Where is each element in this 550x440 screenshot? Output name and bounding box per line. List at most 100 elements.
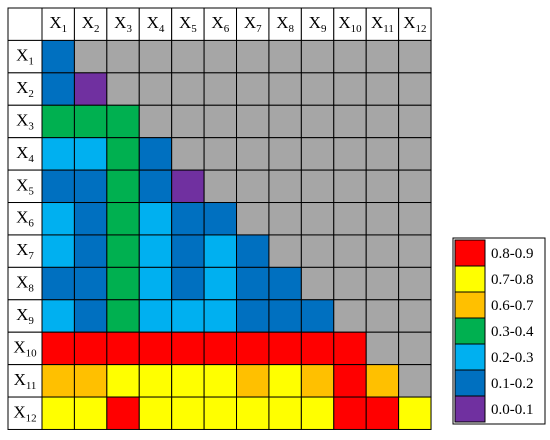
heatmap-cell [73, 299, 108, 333]
legend-label: 0.0-0.1 [491, 402, 534, 418]
heatmap-cell [203, 202, 238, 236]
heatmap-cell-empty [365, 331, 400, 366]
legend-label: 0.6-0.7 [491, 298, 534, 314]
heatmap-cell [333, 364, 367, 398]
row-label: X4 [16, 143, 34, 165]
heatmap-cell-empty [300, 169, 335, 204]
heatmap-cell-empty [300, 39, 335, 74]
heatmap-cell [41, 266, 75, 301]
heatmap-cell-empty [333, 169, 367, 204]
heatmap-cell [203, 364, 238, 398]
heatmap-cell-empty [365, 234, 400, 268]
heatmap-cell-empty [106, 72, 140, 106]
heatmap-cell [106, 234, 140, 268]
legend-label: 0.1-0.2 [491, 376, 534, 392]
corner-cell [7, 7, 43, 41]
heatmap-cell [268, 266, 302, 301]
heatmap-cell-empty [365, 104, 400, 139]
column-label: X4 [147, 13, 165, 35]
heatmap-cell [300, 299, 335, 333]
row-header-cell [7, 299, 43, 333]
heatmap-cell [203, 299, 238, 333]
heatmap-cell [41, 331, 75, 366]
heatmap-cell [365, 396, 400, 430]
heatmap-cell-empty [171, 39, 205, 74]
heatmap-cell-empty [300, 137, 335, 171]
heatmap-cell-empty [398, 331, 432, 366]
heatmap-cell-empty [365, 266, 400, 301]
heatmap-cell [41, 169, 75, 204]
heatmap-cell [106, 396, 140, 430]
heatmap-cell [333, 331, 367, 366]
row-label: X11 [14, 370, 37, 392]
heatmap-cell [236, 396, 270, 430]
heatmap-cell-empty [398, 104, 432, 139]
heatmap-cell-empty [300, 72, 335, 106]
heatmap-cell-empty [365, 202, 400, 236]
row-header-cell [7, 137, 43, 171]
heatmap-cell-empty [365, 39, 400, 74]
row-header-cell [7, 104, 43, 139]
heatmap-cell [268, 331, 302, 366]
row-label: X7 [16, 240, 34, 262]
heatmap-cell-empty [73, 39, 108, 74]
column-header-cell [300, 7, 335, 41]
heatmap-cell-empty [268, 137, 302, 171]
heatmap-cell [203, 331, 238, 366]
heatmap-cell-empty [398, 72, 432, 106]
heatmap-cell-empty [333, 104, 367, 139]
heatmap-cell-empty [398, 202, 432, 236]
legend-label: 0.8-0.9 [491, 246, 534, 262]
column-header-cell [333, 7, 367, 41]
heatmap-cell [171, 364, 205, 398]
heatmap-cell [106, 137, 140, 171]
heatmap-cell-empty [365, 169, 400, 204]
heatmap-cell [73, 396, 108, 430]
heatmap-cell-empty [268, 72, 302, 106]
row-label: X2 [16, 78, 34, 100]
column-header-cell [106, 7, 140, 41]
column-label: X9 [309, 13, 327, 35]
heatmap-cell [138, 396, 173, 430]
heatmap-cell-empty [203, 169, 238, 204]
heatmap-cell-empty [138, 104, 173, 139]
heatmap-cell [73, 234, 108, 268]
heatmap-cell-empty [398, 364, 432, 398]
column-header-cell [236, 7, 270, 41]
heatmap-cell [236, 299, 270, 333]
column-label: X10 [338, 13, 362, 35]
heatmap-cell [41, 39, 75, 74]
heatmap-cell [203, 266, 238, 301]
heatmap-cell [236, 234, 270, 268]
heatmap-cell-empty [203, 72, 238, 106]
heatmap-cell [300, 364, 335, 398]
heatmap-cell [236, 364, 270, 398]
heatmap-cell-empty [106, 39, 140, 74]
column-label: X6 [211, 13, 229, 35]
heatmap-cell [300, 331, 335, 366]
column-header-cell [268, 7, 302, 41]
heatmap-cell-empty [268, 39, 302, 74]
heatmap-cell [138, 331, 173, 366]
heatmap-cell [73, 72, 108, 106]
row-label: X5 [16, 175, 34, 197]
heatmap-cell-empty [333, 234, 367, 268]
row-header-cell [7, 72, 43, 106]
heatmap-cell [106, 331, 140, 366]
heatmap-cell [138, 202, 173, 236]
heatmap-cell-empty [236, 72, 270, 106]
heatmap-cell-empty [171, 72, 205, 106]
heatmap-cell [171, 331, 205, 366]
heatmap-cell [106, 266, 140, 301]
heatmap-cell-empty [398, 169, 432, 204]
heatmap-cell [398, 396, 432, 430]
heatmap-cell-empty [300, 234, 335, 268]
heatmap-cell-empty [236, 169, 270, 204]
heatmap-cell [236, 266, 270, 301]
heatmap-cell-empty [398, 299, 432, 333]
row-header-cell [7, 234, 43, 268]
heatmap-cell-empty [398, 39, 432, 74]
heatmap-cell [268, 299, 302, 333]
legend-label: 0.2-0.3 [491, 350, 534, 366]
